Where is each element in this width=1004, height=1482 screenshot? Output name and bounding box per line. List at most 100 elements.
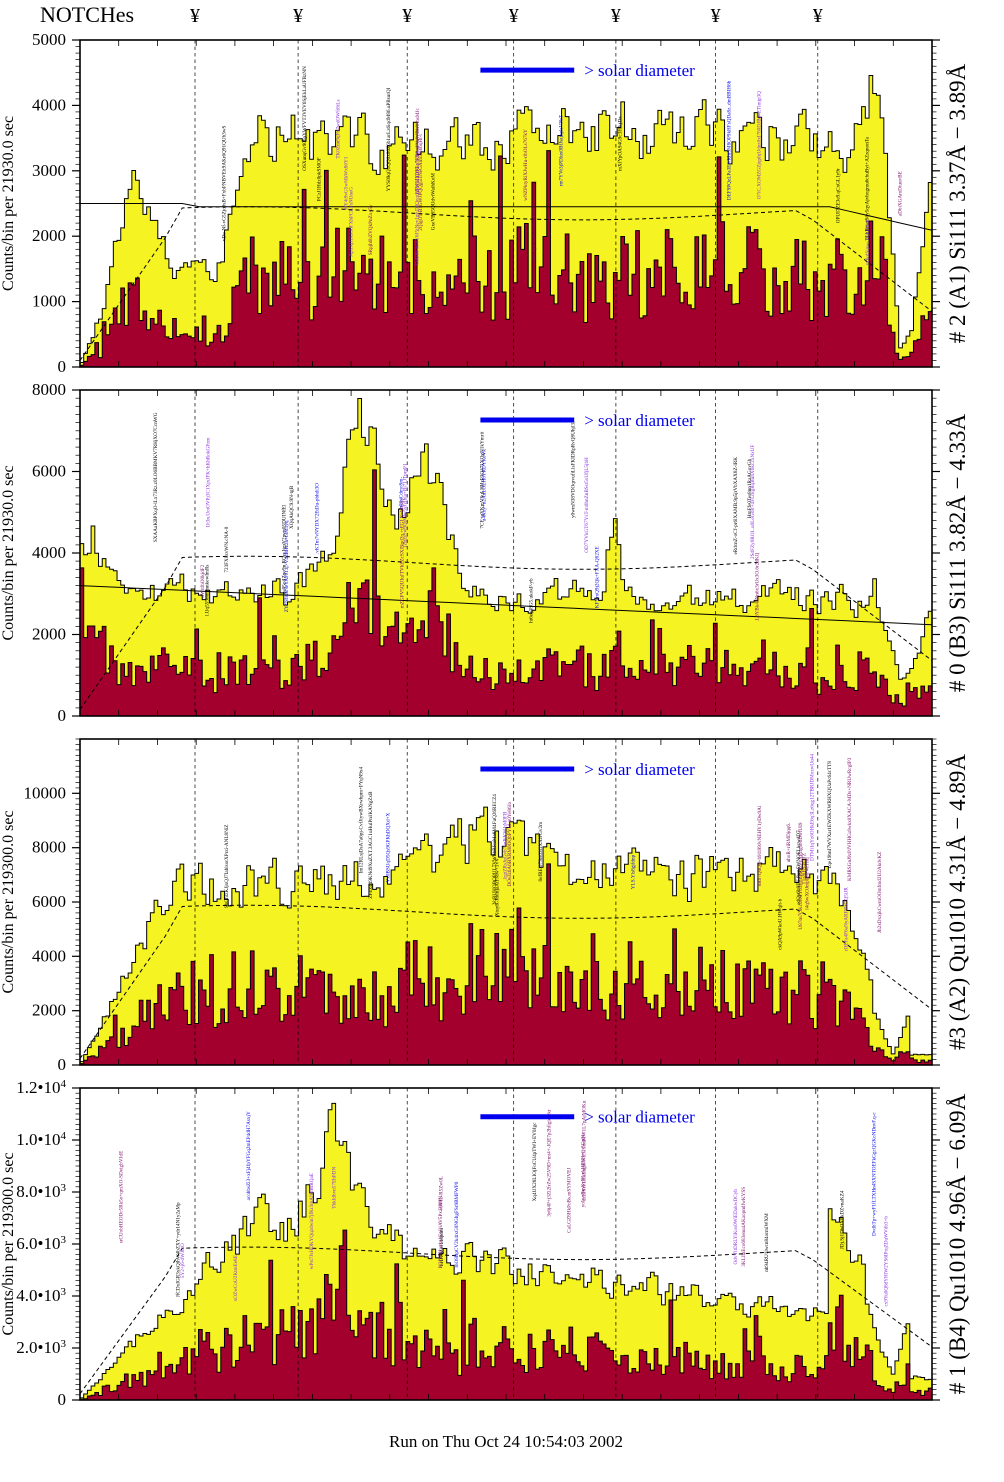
svg-text:O7iC.XOMZGZjqpIqUdpz0xI780DJBp: O7iC.XOMZGZjqpIqUdpz0xI780DJBp4ZTlmjp3Q [756,91,762,199]
svg-text:wPst7JsHDKYQqzdwin7jfKr3mAN6Bi: wPst7JsHDKYQqzdwin7jfKr3mAN6BiRQaE [308,1173,315,1269]
svg-text:ht6eq38G5.ukokP-yb: ht6eq38G5.ukokP-yb [529,578,535,623]
svg-text:Counts/bin per 219300.0 sec: Counts/bin per 219300.0 sec [0,810,17,993]
svg-text:4000: 4000 [32,946,66,965]
svg-text:Ut3n.UotOVPj3C1XjxJFK+hKhRokGP: Ut3n.UotOVPj3C1XjxJFK+hKhRokGPzm [206,438,212,528]
svg-text:8efREO7Sts03GXXiFGv2m: 8efREO7Sts03GXXiFGv2m [537,822,544,882]
svg-text:Counts/bin per 21930.0 sec: Counts/bin per 21930.0 sec [0,116,17,291]
svg-text:723FX0zvWN.cNA-0: 723FX0zvWN.cNA-0 [224,526,230,572]
svg-text:YYS09qQ1QQ0x80Z6b1arLz6iqdM86.: YYS09qQ1QQ0x80Z6b1arLz6iqdM86.uPBsutQI [386,87,392,191]
svg-text:nh94RU1lwcn84ormiWXM: nh94RU1lwcn84ormiWXM [764,1213,770,1272]
svg-text:1.0•104: 1.0•104 [16,1130,66,1149]
svg-text:#3 (A2) Qu1010 4.31Å − 4.89Å: #3 (A2) Qu1010 4.31Å − 4.89Å [945,754,970,1050]
svg-text:4000: 4000 [32,543,66,562]
svg-text:4.0•103: 4.0•103 [16,1286,66,1305]
svg-text:3000: 3000 [32,161,66,180]
svg-text:xOZwCoU2KtmEe8E: xOZwCoU2KtmEe8E [233,1255,239,1301]
svg-text:SRpjh6bZVQkPnZx+5v: SRpjh6bZVQkPnZx+5v [368,204,374,255]
svg-text:0: 0 [58,706,67,725]
svg-text:Counts/bin per 219300.0 sec: Counts/bin per 219300.0 sec [0,1152,17,1335]
svg-text:¥: ¥ [190,5,200,27]
svg-text:3y6j4P+j3Zi2frZw25V9D+mt4+-JQE: 3y6j4P+j3Zi2frZw25V9D+mt4+-JQE7p2hfigiqw… [545,1109,552,1217]
svg-text:mXfYpOA94G9c3H9.jDx: mXfYpOA94G9c3H9.jDx [617,116,624,171]
svg-text:6.0•103: 6.0•103 [16,1234,66,1253]
svg-text:ZFEx449KNd9XuZXT.3AGC1uHulPn1K: ZFEx449KNd9XuZXT.3AGC1uHulPn1KANgZxB [368,791,374,899]
svg-text:Ap5XjHX036FXhPCF.FsNUneG: Ap5XjHX036FXhPCF.FsNUneG [349,187,355,257]
svg-text:4000: 4000 [32,95,66,114]
svg-text:¥: ¥ [711,5,721,27]
svg-text:DTMi1qYz6OHkE6q3Lz6qg12TBRJDMo: DTMi1qYz6OHkE6q3Lz6qg12TBRJDMozwUu44 [810,754,816,861]
svg-text:Im12RLsjDsA7a6pj-CvfJiywBXrwhp: Im12RLsjDsA7a6pj-CvfJiywBXrwhpm+PYqN9x4 [358,767,365,874]
svg-text:ckQA9pWkoU.HWqlt-b: ckQA9pWkoU.HWqlt-b [778,898,784,950]
svg-text:6000: 6000 [32,462,66,481]
svg-text:DOs3z6A6BXRM0OQbPYM-u0Ye86Ja: DOs3z6A6BXRM0OQbPYM-u0Ye86Ja [507,801,513,886]
svg-text:8.0•103: 8.0•103 [16,1182,66,1201]
svg-text:¥: ¥ [293,5,303,27]
svg-text:0: 0 [58,357,67,376]
svg-text:8000: 8000 [32,380,66,399]
svg-text:0: 0 [58,1390,67,1409]
svg-text:KMRSGnJ9zPJVHHGzIwkx0XACA-MDs+: KMRSGnJ9zPJVHHGzIwkx0XACA-MDs+NRUwRcgIP3 [847,757,853,881]
svg-text:¥: ¥ [402,5,412,27]
svg-text:NOTCHes: NOTCHes [40,2,134,27]
svg-text:GxeVBS5QUdvtWaihKoM: GxeVBS5QUdvtWaihKoM [431,173,437,231]
svg-text:Jh2xDxxjkCwmOOmfmd2U2AkdvKZ: Jh2xDxxjkCwmOOmfmd2U2AkdvKZ [876,852,883,933]
svg-text:CaLGZ8HkPoBs.mSYMOVEJ: CaLGZ8HkPoBs.mSYMOVEJ [567,1168,573,1233]
svg-text:# 2 (A1) Si111 3.37Å − 3.89Å: # 2 (A1) Si111 3.37Å − 3.89Å [945,63,970,343]
svg-text:Run on Thu Oct 24 10:54:03 200: Run on Thu Oct 24 10:54:03 2002 [389,1432,623,1451]
svg-text:1.2•104: 1.2•104 [16,1078,66,1097]
svg-text:cx9Yu0Q8dYHlW2YS6IPtqZDuWVdb3+: cx9Yu0Q8dYHlW2YS6IPtqZDuWVdb3+b [883,1216,889,1307]
svg-text:rIH.Fa4F6aNyARF8W7Q5iJR: rIH.Fa4F6aNyARF8W7Q5iJR [843,887,849,951]
svg-text:vDo-Nf-vG5Zjo9sB+FxbPNBVEit9AK: vDo-Nf-vG5Zjo9sB+FxbPNBVEit9AKr6Q91QUb3w… [221,125,228,241]
svg-text:l4qSwXOJmplBlF4eTiIq: l4qSwXOJmplBlF4eTiIq [804,857,810,910]
svg-text:YLS.Yls8gjfdnp: YLS.Yls8gjfdnp [630,854,637,889]
svg-text:2.0•103: 2.0•103 [16,1338,66,1357]
svg-text:wNZPktyRiXJwHu-rlbOLs767kY: wNZPktyRiXJwHu-rlbOLs767kY [523,129,529,201]
svg-text:OPUI7ZE3e9.qCxGL1y9r: OPUI7ZE3e9.qCxGL1y9r [836,168,842,223]
svg-text:HY4t9vG5wMkWx86Y1: HY4t9vG5wMkWx86Y1 [343,156,349,209]
svg-text:acohbsZi3+xFj4fpYFGq2mEP4dH7As: acohbsZi3+xFj4fpYFGq2mEP4dH7AsxjY [245,1111,252,1200]
svg-text:uhoR+riRMDjqq6.: uhoR+riRMDjqq6. [786,823,792,863]
svg-text:rm7YVr3jPDlux0BfJsajhplsVPbT: rm7YVr3jPDlux0BfJsajhplsVPbT [558,114,565,186]
svg-text:JDj.Sj1DbOXFkDZvnaKZ4: JDj.Sj1DbOXFkDZvnaKZ4 [839,1190,845,1249]
svg-text:2000: 2000 [32,1001,66,1020]
svg-text:5000: 5000 [32,30,66,49]
svg-text:TK0Znn9qFrt7wdOWft8tLs: TK0Znn9qFrt7wdOWft8tLs [335,100,342,159]
svg-text:7CE+gYKmVSuLHHzP3Q47LYOgN1kYmr: 7CE+gYKmVSuLHHzP3Q47LYOgN1kYmrit [480,431,486,528]
svg-text:v9VfL-R5Zw0L: v9VfL-R5Zw0L [438,1176,445,1210]
svg-text:edQy6b9ET-fbrpSWNOELkzw4D7: edQy6b9ET-fbrpSWNOELkzw4D7 [795,830,802,905]
svg-text:1000: 1000 [32,292,66,311]
svg-text:mZGPV5QUIuJTVhZZcSXlNqd2q.+tFG: mZGPV5QUIuJTVhZZcSXlNqd2q.+tFGLX+Wls6+ [400,498,406,608]
svg-text:aDbiXGAmDiuuvBE: aDbiXGAmDiuuvBE [898,171,904,216]
svg-text:OD7YVkGT67YsT-m0hnZnBSst5xUfjL: OD7YVkGT67YsT-m0hnZnBSst5xUfjL5jbH [583,457,590,553]
svg-text:Xq4UX28LIOjFoCU4pTWI+EV0Jgc: Xq4UX28LIOjFoCU4pTWI+EV0Jgc [532,1122,538,1201]
svg-text:CuU88-h40Y6J5tNev1py.D0OeotPBS: CuU88-h40Y6J5tNev1py.D0OeotPBSUZY0S3-yY9… [415,151,421,265]
svg-text:Alfz5jd+IzKu8eUoljP.8UX: Alfz5jd+IzKu8eUoljP.8UX [530,204,537,261]
svg-text:Vx0BSUqD5Qs9GPKhDQXd+X: Vx0BSUqD5Qs9GPKhDQXd+X [386,812,392,882]
svg-text:> solar diameter: > solar diameter [584,1108,695,1127]
svg-text:PCzJ1Hdz0pkSMOF: PCzJ1Hdz0pkSMOF [317,157,323,201]
svg-text:¥: ¥ [611,5,621,27]
svg-text:srCUobHEODc5Rk5o+qmXO-SDeigbVJ: srCUobHEODc5Rk5o+qmXO-SDeigbVJdE [119,1151,125,1244]
svg-text:KFYmQ9j2Qk+FXA-Q82XE: KFYmQ9j2Qk+FXA-Q82XE [595,546,601,608]
svg-text:> solar diameter: > solar diameter [584,61,695,80]
svg-text:mO8BpCV2k4txG0NGhgFSr9BMFWP0: mO8BpCV2k4txG0NGhgFSr9BMFWP0 [454,1181,460,1267]
svg-text:0: 0 [58,1055,67,1074]
svg-text:y0wmN38VDOqrvufiLlsFKIDRpRvQ8U: y0wmN38VDOqrvufiLlsFKIDRpRvQ8Uhjl3F [569,420,576,518]
svg-text:dWttlbO0kjdF2: dWttlbO0kjdF2 [200,564,206,597]
svg-text:6000: 6000 [32,892,66,911]
svg-text:3KLlIaEco683enu4AKaopndfwKYSS: 3KLlIaEco683enu4AKaopndfwKYSS [740,1187,747,1267]
svg-text:8Ro7Q0Qp+b91l99JvNEHY1yDw9Ai: 8Ro7Q0Qp+b91l99JvNEHY1yDw9Ai [757,805,763,886]
svg-text:8000: 8000 [32,838,66,857]
svg-text:# 1 (B4) Qu1010 4.96Å − 6.09Å: # 1 (B4) Qu1010 4.96Å − 6.09Å [945,1093,970,1394]
svg-text:.L6YBk4hNn6x3rUx3O.6r2dKQ: .L6YBk4hNn6x3rUx3O.6r2dKQ [755,552,761,621]
svg-text:YqRUHOBOPUL7VWhhRfczMa8M4FuQ26: YqRUHOBOPUL7VWhhRfczMa8M4FuQ26RECZ4 [491,794,498,905]
svg-text:.vKTm7vNYDX72EtDu-pbhdi3O: .vKTm7vNYDX72EtDu-pbhdi3O [314,483,320,554]
svg-text:SbGhlzKJjxQJ7IahlsorXPrzi-ANL8: SbGhlzKJjxQJ7IahlsorXPrzi-ANL8NiZ [224,825,230,909]
svg-text:¥: ¥ [509,5,519,27]
svg-text:SXAAaKBPXqO-lLx73Rz.z0LO6BBMKV: SXAAaKBPXqO-lLx73Rz.z0LO6BBMKV7RHjXO7Ccn… [153,412,159,542]
svg-text:5Y2+j6-dWJIzO: 5Y2+j6-dWJIzO [180,1243,186,1278]
svg-text:eRdcnZ-oCf-pr6lXAMB.9p5jrVbXAX: eRdcnZ-oCf-pr6lXAMB.9p5jrVbXAX8Z-lRK [732,457,739,555]
svg-text:2000: 2000 [32,625,66,644]
svg-text:> solar diameter: > solar diameter [584,411,695,430]
svg-text:Counts/bin per 21930.0 sec: Counts/bin per 21930.0 sec [0,465,17,640]
